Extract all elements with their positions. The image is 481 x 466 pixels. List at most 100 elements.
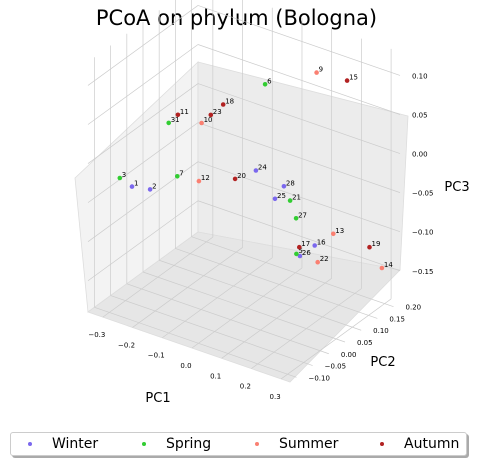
z-tick-label: 0.00 <box>412 151 428 159</box>
axes-panes <box>74 61 409 383</box>
point-summer-13 <box>331 231 336 237</box>
point-winter-2 <box>147 187 153 192</box>
z-tick-label: −0.10 <box>412 229 433 237</box>
z-tick-label: 0.05 <box>412 112 428 120</box>
legend-marker-winter <box>28 442 32 446</box>
x-tick-label: −0.2 <box>118 341 135 349</box>
point-label-10: 10 <box>204 116 213 124</box>
z-gridline <box>197 200 401 272</box>
z-gridline <box>197 122 401 193</box>
y-gridline <box>191 236 394 308</box>
y-gridline <box>110 295 313 366</box>
x-tick-label: −0.3 <box>88 331 105 339</box>
point-winter-16 <box>312 243 318 248</box>
legend-marker-autumn <box>380 442 384 446</box>
point-label-19: 19 <box>372 240 381 248</box>
point-label-2: 2 <box>152 182 156 190</box>
x-tick-label: 0.2 <box>240 383 251 391</box>
z-gridline <box>87 83 199 164</box>
legend: Winter Spring Summer Autumn <box>10 432 467 456</box>
point-label-13: 13 <box>335 227 344 235</box>
z-gridline <box>87 161 199 242</box>
point-label-5: 5 <box>298 247 302 255</box>
point-label-25: 25 <box>277 192 286 200</box>
z-gridline <box>197 161 401 233</box>
point-spring-6 <box>262 82 268 87</box>
point-summer-14 <box>379 265 385 271</box>
y-tick-label: 0.10 <box>373 327 389 335</box>
point-label-18: 18 <box>225 98 234 106</box>
point-autumn-23 <box>208 112 214 118</box>
legend-label-winter: Winter <box>52 436 99 452</box>
point-label-26: 26 <box>302 249 311 257</box>
legend-label-summer: Summer <box>279 436 339 452</box>
z-tick-label: −0.15 <box>412 268 433 276</box>
y-tick-label: 0.15 <box>389 315 405 323</box>
y-axis-label: PC2 <box>370 355 395 370</box>
z-gridline <box>197 44 401 115</box>
point-winter-28 <box>281 184 287 189</box>
point-spring-21 <box>287 198 293 203</box>
y-tick-label: −0.10 <box>308 374 329 382</box>
x-tick-label: 0.3 <box>270 393 281 401</box>
point-label-24: 24 <box>258 164 267 172</box>
point-winter-24 <box>253 168 259 173</box>
y-gridline <box>94 306 297 378</box>
point-label-6: 6 <box>267 77 272 85</box>
z-tick-label: −0.05 <box>412 190 433 198</box>
legend-label-autumn: Autumn <box>404 436 460 452</box>
point-label-3: 3 <box>122 171 126 179</box>
point-label-31: 31 <box>171 116 180 124</box>
point-autumn-20 <box>232 176 238 182</box>
tick-labels: −0.3−0.2−0.10.00.10.20.3−0.10−0.050.000.… <box>88 72 433 400</box>
point-label-14: 14 <box>384 261 393 269</box>
z-gridline <box>197 5 401 76</box>
point-label-28: 28 <box>286 179 295 187</box>
point-label-12: 12 <box>201 174 210 182</box>
y-gridline <box>142 271 346 343</box>
point-summer-10 <box>199 120 204 126</box>
point-autumn-18 <box>220 102 226 107</box>
y-tick-label: 0.05 <box>357 339 373 347</box>
point-spring-27 <box>293 216 299 221</box>
point-label-15: 15 <box>349 74 358 82</box>
z-gridline <box>87 44 199 125</box>
y-gridline <box>159 259 362 331</box>
point-autumn-15 <box>344 78 350 83</box>
grid-lines <box>87 0 401 380</box>
point-label-27: 27 <box>298 211 307 219</box>
data-points: 1 224252826163317621275101291322141823112… <box>117 66 393 271</box>
point-label-22: 22 <box>320 255 329 263</box>
point-winter-26 <box>297 253 303 259</box>
point-winter-1 <box>129 184 135 189</box>
point-label-21: 21 <box>292 194 301 202</box>
z-axis-label: PC3 <box>444 180 469 195</box>
point-summer-12 <box>196 178 202 184</box>
y-tick-label: 0.20 <box>406 304 422 312</box>
x-tick-label: 0.0 <box>180 362 191 370</box>
point-spring-3 <box>117 175 123 181</box>
y-tick-label: 0.00 <box>341 351 357 359</box>
x-tick-label: 0.1 <box>210 372 221 380</box>
legend-marker-summer <box>255 442 259 446</box>
legend-label-spring: Spring <box>166 436 212 452</box>
y-tick-label: −0.05 <box>325 363 346 371</box>
point-spring-31 <box>166 120 171 126</box>
x-tick-label: −0.1 <box>148 352 165 360</box>
point-label-7: 7 <box>179 169 183 177</box>
point-label-1: 1 <box>134 180 138 188</box>
point-summer-22 <box>315 259 321 265</box>
point-winter-25 <box>272 196 278 202</box>
z-gridline <box>197 83 401 154</box>
point-spring-5 <box>294 251 299 257</box>
legend-marker-spring <box>142 442 146 446</box>
x-axis-label: PC1 <box>145 391 170 406</box>
point-label-9: 9 <box>319 66 323 74</box>
z-gridline <box>87 122 199 203</box>
point-autumn-17 <box>297 244 302 250</box>
point-autumn-11 <box>175 112 181 118</box>
z-gridline <box>87 5 199 86</box>
point-label-23: 23 <box>213 108 222 116</box>
y-gridline <box>175 248 378 319</box>
